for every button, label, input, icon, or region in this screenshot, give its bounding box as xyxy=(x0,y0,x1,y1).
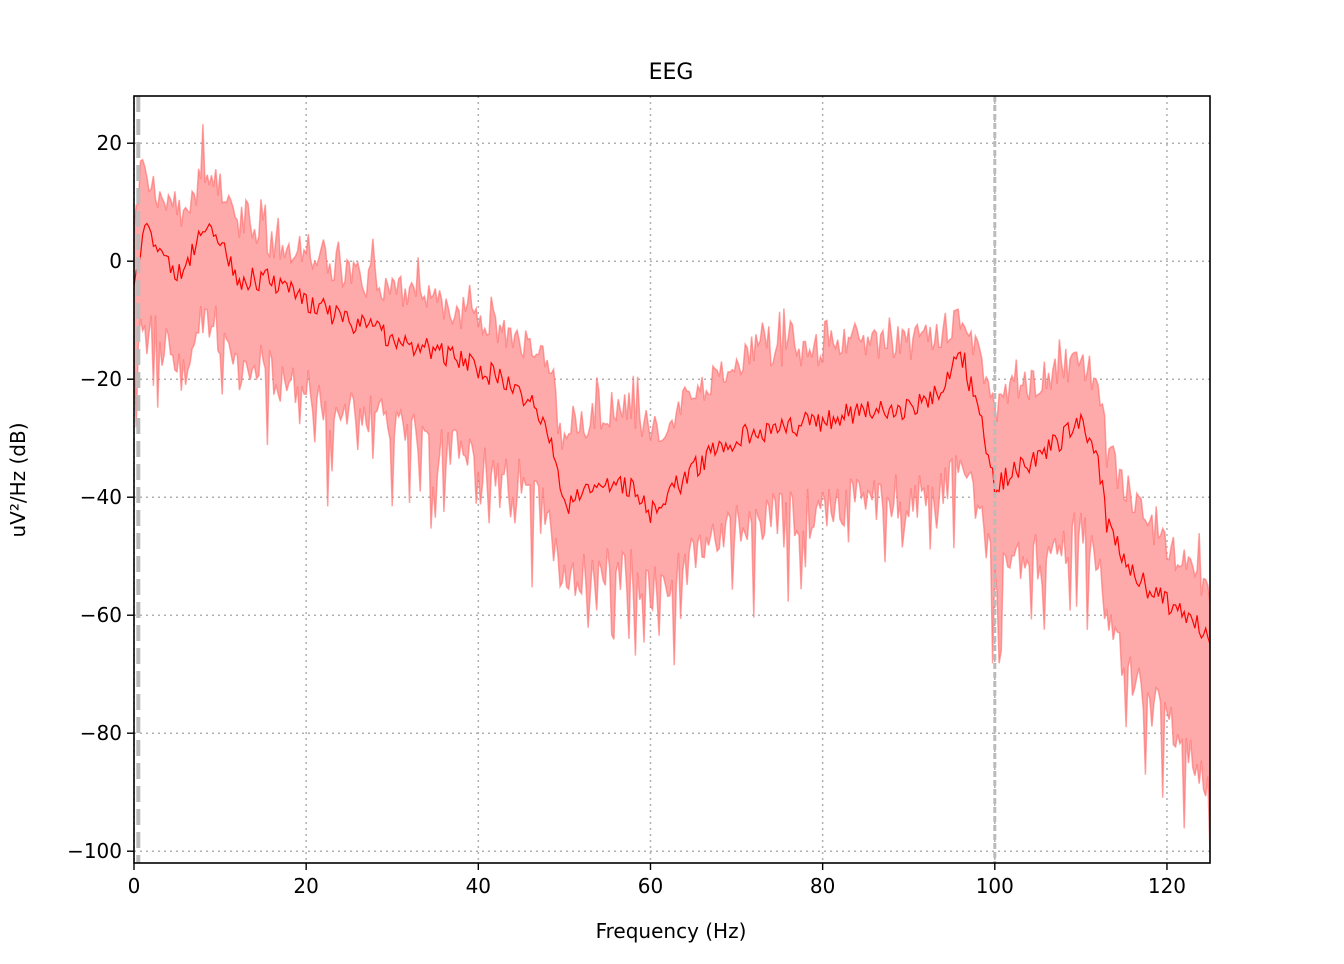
band-lower-edge xyxy=(134,305,1210,854)
y-tick-label: 20 xyxy=(97,131,122,155)
x-tick-label: 80 xyxy=(810,874,835,898)
x-tick-label: 40 xyxy=(466,874,491,898)
x-tick-label: 120 xyxy=(1148,874,1186,898)
plot-area xyxy=(134,96,1210,863)
axes-frame xyxy=(133,95,1211,864)
y-axis-label: uV²/Hz (dB) xyxy=(6,422,30,537)
y-axis: 20 0 −20 −40 −60 −80 −100 xyxy=(67,131,134,863)
std-band xyxy=(134,124,1210,854)
y-tick-label: −20 xyxy=(80,367,122,391)
chart-title: EEG xyxy=(649,60,694,85)
y-tick-label: −60 xyxy=(80,603,122,627)
y-tick-label: −80 xyxy=(80,721,122,745)
x-axis: 0 20 40 60 80 100 120 xyxy=(128,863,1186,898)
x-tick-label: 0 xyxy=(128,874,141,898)
mean-psd-line xyxy=(134,222,1210,645)
y-tick-label: −100 xyxy=(67,839,122,863)
y-tick-label: 0 xyxy=(109,249,122,273)
x-tick-label: 20 xyxy=(293,874,318,898)
band-upper-edge xyxy=(134,124,1210,603)
x-tick-label: 60 xyxy=(638,874,663,898)
y-tick-label: −40 xyxy=(80,485,122,509)
x-axis-label: Frequency (Hz) xyxy=(596,919,747,943)
x-tick-label: 100 xyxy=(976,874,1014,898)
